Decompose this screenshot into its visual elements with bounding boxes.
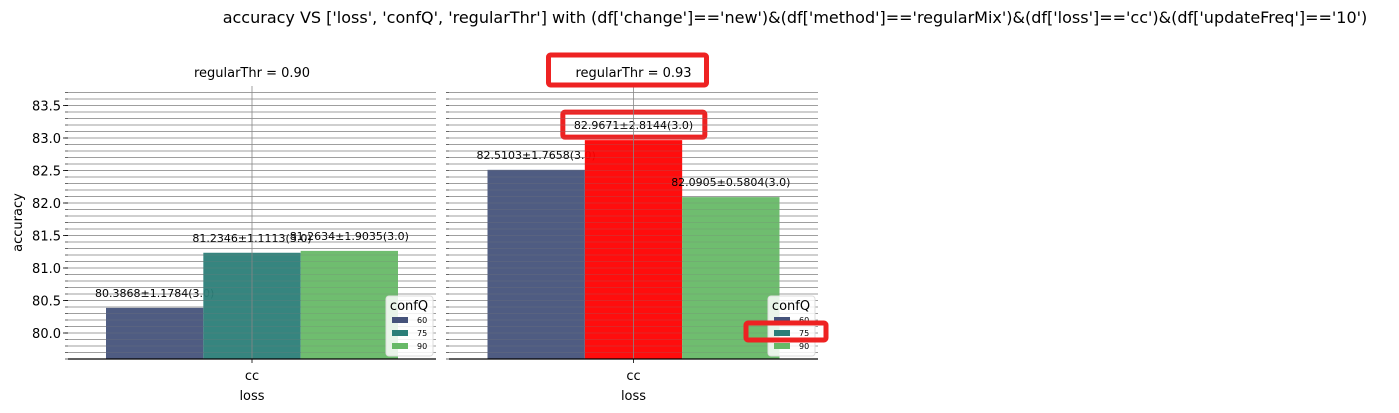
bar-label-90: 81.2634±1.9035(3.0) — [290, 230, 409, 243]
legend-swatch-90 — [774, 343, 790, 349]
legend-label-90: 90 — [417, 342, 427, 351]
x-tick-label: cc — [245, 369, 259, 384]
legend-label-75: 75 — [417, 329, 427, 338]
bar-label-90: 82.0905±0.5804(3.0) — [671, 176, 790, 189]
legend-swatch-60 — [774, 317, 790, 323]
legend-label-90: 90 — [799, 342, 809, 351]
x-tick-label: cc — [626, 369, 640, 384]
y-axis-label: accuracy — [11, 193, 26, 252]
legend-swatch-60 — [392, 317, 408, 323]
bar-label-60: 82.5103±1.7658(3.0) — [477, 149, 596, 162]
y-tick-label: 80.5 — [32, 295, 61, 310]
highlight-box-title — [546, 52, 709, 88]
bar-label-60: 80.3868±1.1784(3.0) — [95, 287, 214, 300]
y-tick-label: 81.0 — [32, 262, 61, 277]
legend-label-60: 60 — [417, 316, 427, 325]
legend-title: confQ — [390, 299, 428, 314]
bar-60 — [487, 169, 585, 359]
bar-90 — [300, 250, 398, 359]
legend-swatch-90 — [392, 343, 408, 349]
x-axis-label: loss — [621, 389, 646, 404]
legend-label-75: 75 — [799, 329, 809, 338]
legend-title: confQ — [772, 299, 810, 314]
panel-title: regularThr = 0.93 — [575, 66, 691, 81]
y-tick-label: 80.0 — [32, 327, 61, 342]
highlight-box-legend — [743, 320, 829, 343]
y-tick-label: 82.0 — [32, 197, 61, 212]
y-tick-label: 83.0 — [32, 132, 61, 147]
y-tick-label: 81.5 — [32, 230, 61, 245]
legend-swatch-75 — [392, 330, 408, 336]
y-tick-label: 82.5 — [32, 165, 61, 180]
bar-90 — [682, 197, 780, 359]
legend-swatch-75 — [774, 330, 790, 336]
panel-title: regularThr = 0.90 — [194, 66, 310, 81]
y-tick-label: 83.5 — [32, 100, 61, 115]
x-axis-label: loss — [239, 389, 264, 404]
figure-title: accuracy VS ['loss', 'confQ', 'regularTh… — [222, 8, 1368, 27]
bar-60 — [106, 307, 204, 359]
legend-box — [385, 295, 434, 357]
